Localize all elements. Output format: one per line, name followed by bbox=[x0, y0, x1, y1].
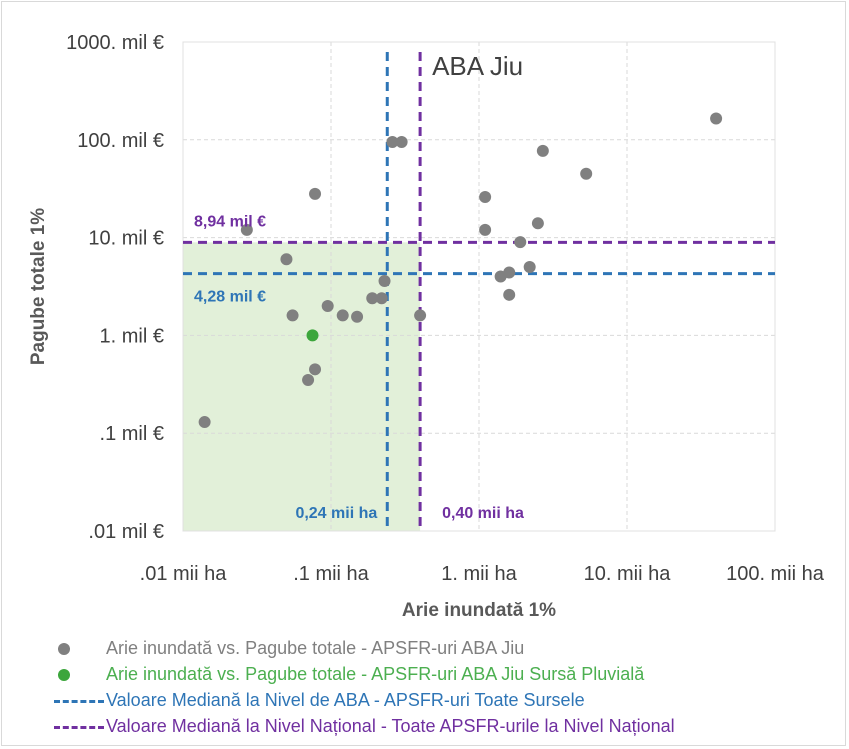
data-point-series-1 bbox=[580, 167, 593, 180]
x-tick-label: .1 mii ha bbox=[293, 563, 369, 585]
legend-marker-shape bbox=[54, 726, 104, 729]
data-point-series-1 bbox=[286, 309, 299, 322]
legend-dot-marker bbox=[54, 636, 104, 662]
grid-layer bbox=[182, 41, 776, 532]
data-point-series-1 bbox=[503, 288, 516, 301]
data-point-series-1 bbox=[479, 223, 492, 236]
legend-item: Arie inundată vs. Pagube totale - APSFR-… bbox=[54, 636, 849, 662]
data-point-series-1 bbox=[321, 299, 334, 312]
plot-area-border bbox=[182, 41, 776, 532]
legend-label: Valoare Mediană la Nivel de ABA - APSFR-… bbox=[106, 690, 585, 710]
legend-dash-marker bbox=[54, 714, 104, 740]
legend-item: Valoare Mediană la Nivel de ABA - APSFR-… bbox=[54, 688, 849, 714]
legend-marker-shape bbox=[58, 643, 70, 655]
shaded-region bbox=[183, 242, 421, 531]
data-point-series-1 bbox=[366, 292, 379, 305]
chart-title: ABA Jiu bbox=[432, 51, 523, 81]
data-point-series-1 bbox=[280, 253, 293, 266]
data-point-series-1 bbox=[309, 363, 322, 376]
labels-layer: .01 mii ha .1 mii ha 1. mii ha 10. mii ha 10… bbox=[28, 32, 825, 621]
data-point-series-1 bbox=[309, 187, 322, 200]
data-point-series-2 bbox=[306, 329, 319, 342]
data-point-series-1 bbox=[336, 309, 349, 322]
data-point-series-1 bbox=[531, 217, 544, 230]
x-axis-title: Arie inundată 1% bbox=[402, 600, 556, 621]
points-layer bbox=[198, 112, 723, 429]
legend-marker-shape bbox=[54, 700, 104, 703]
x-tick-label: 1. mii ha bbox=[441, 563, 517, 585]
data-point-series-1 bbox=[386, 135, 399, 148]
data-point-series-1 bbox=[503, 266, 516, 279]
y-tick-label: 1000. mil € bbox=[66, 32, 164, 54]
legend-label: Valoare Mediană la Nivel Național - Toat… bbox=[106, 716, 675, 736]
aba-median-x-label: 0,24 mii ha bbox=[295, 505, 377, 522]
data-point-series-1 bbox=[198, 416, 211, 429]
reference-lines-layer bbox=[183, 52, 775, 531]
legend-item: Valoare Mediană la Nivel Național - Toat… bbox=[54, 714, 849, 740]
data-point-series-1 bbox=[523, 261, 536, 274]
x-tick-label: .01 mii ha bbox=[140, 563, 228, 585]
y-tick-label: 100. mil € bbox=[77, 130, 164, 152]
data-point-series-1 bbox=[351, 310, 364, 323]
x-tick-label: 100. mii ha bbox=[726, 563, 825, 585]
y-tick-label: 10. mil € bbox=[88, 228, 164, 250]
data-point-series-1 bbox=[710, 112, 723, 125]
data-point-series-1 bbox=[378, 274, 391, 287]
legend-dash-marker bbox=[54, 688, 104, 714]
data-point-series-1 bbox=[240, 223, 253, 236]
legend-label: Arie inundată vs. Pagube totale - APSFR-… bbox=[106, 638, 525, 658]
y-axis-title: Pagube totale 1% bbox=[28, 208, 49, 365]
data-point-series-1 bbox=[395, 135, 408, 148]
scatter-chart: .01 mii ha .1 mii ha 1. mii ha 10. mii ha 10… bbox=[28, 32, 825, 621]
shaded-region-layer bbox=[183, 242, 421, 531]
y-tick-label: 1. mil € bbox=[100, 325, 164, 347]
legend-dot-marker bbox=[54, 662, 104, 688]
data-point-series-1 bbox=[302, 373, 315, 386]
x-tick-label: 10. mii ha bbox=[584, 563, 672, 585]
y-tick-label: .1 mil € bbox=[100, 423, 164, 445]
aba-median-y-label: 4,28 mil € bbox=[194, 289, 266, 306]
legend-item: Arie inundată vs. Pagube totale - APSFR-… bbox=[54, 662, 849, 688]
data-point-series-1 bbox=[479, 191, 492, 204]
y-tick-label: .01 mil € bbox=[88, 521, 164, 543]
legend-marker-shape bbox=[58, 669, 70, 681]
data-point-series-1 bbox=[514, 236, 527, 249]
data-point-series-1 bbox=[375, 292, 388, 305]
data-point-series-1 bbox=[536, 144, 549, 157]
data-point-series-1 bbox=[414, 309, 427, 322]
national-median-x-label: 0,40 mii ha bbox=[442, 505, 524, 522]
legend-label: Arie inundată vs. Pagube totale - APSFR-… bbox=[106, 664, 645, 684]
national-median-y-label: 8,94 mil € bbox=[194, 213, 266, 230]
